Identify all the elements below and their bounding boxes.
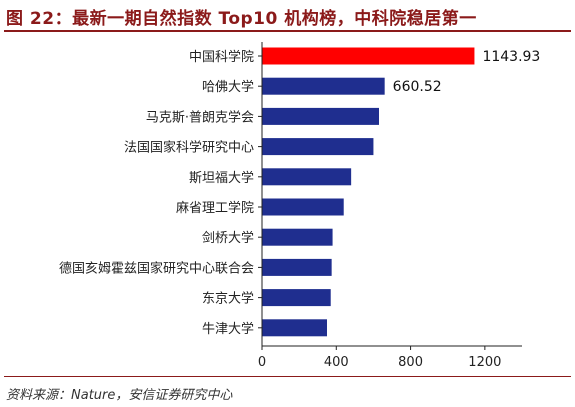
category-label: 东京大学	[202, 291, 254, 307]
bar	[262, 289, 331, 307]
bar-chart: 中国科学院 1143.93 哈佛大学 660.52 马克斯·普朗克学会法国国家科学研究中…	[59, 42, 540, 370]
bar	[262, 258, 332, 276]
bar	[262, 47, 475, 65]
x-tick-label: 0	[258, 355, 266, 370]
x-tick-label: 400	[324, 355, 349, 370]
bar	[262, 228, 333, 246]
title-divider	[4, 30, 571, 32]
figure-title: 图 22：最新一期自然指数 Top10 机构榜，中科院稳居第一	[6, 9, 477, 29]
category-label: 牛津大学	[202, 321, 254, 337]
category-label: 麻省理工学院	[176, 200, 254, 216]
data-label: 1143.93	[482, 49, 540, 65]
footer-divider	[4, 376, 571, 377]
category-label: 法国国家科学研究中心	[124, 140, 254, 156]
category-label: 马克斯·普朗克学会	[146, 109, 254, 125]
bar	[262, 198, 344, 216]
bar	[262, 107, 379, 125]
bar	[262, 319, 327, 337]
x-tick-label: 800	[398, 355, 423, 370]
category-label: 德国亥姆霍兹国家研究中心联合会	[59, 260, 254, 276]
x-tick-label: 1200	[468, 355, 501, 370]
category-label: 剑桥大学	[202, 230, 254, 246]
source-note: 资料来源：Nature，安信证券研究中心	[6, 388, 233, 403]
bar	[262, 168, 352, 186]
bar	[262, 138, 374, 156]
title-bar: 图 22：最新一期自然指数 Top10 机构榜，中科院稳居第一	[0, 0, 575, 30]
category-label: 中国科学院	[189, 49, 254, 65]
data-label: 660.52	[393, 79, 442, 95]
category-label: 哈佛大学	[202, 79, 254, 95]
category-label: 斯坦福大学	[189, 170, 254, 186]
bar	[262, 77, 385, 95]
